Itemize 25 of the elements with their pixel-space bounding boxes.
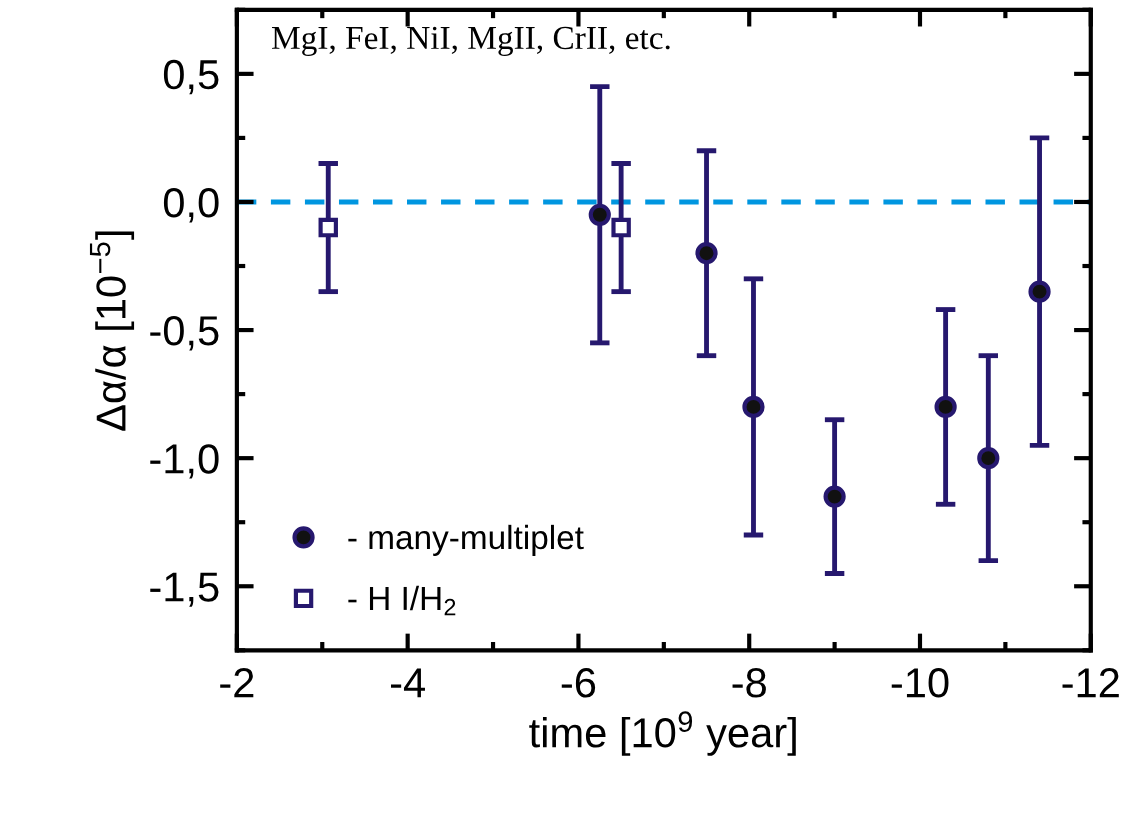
point bbox=[742, 395, 765, 419]
legend-label: - many-multiplet bbox=[348, 524, 584, 556]
point bbox=[318, 217, 338, 238]
x-tick-label: -6 bbox=[561, 668, 596, 698]
x-tick-label: -4 bbox=[390, 668, 425, 698]
point bbox=[695, 242, 718, 265]
x-tick-label: -2 bbox=[220, 668, 254, 698]
x-tick-label: -12 bbox=[1062, 668, 1119, 698]
y-axis-title: Δα/α [10$^{−5}$] bbox=[89, 231, 135, 431]
point bbox=[611, 217, 631, 238]
x-tick-label: -10 bbox=[891, 668, 949, 698]
point bbox=[934, 395, 957, 419]
y-tick-label: -0,5 bbox=[150, 316, 219, 351]
point bbox=[977, 447, 1000, 470]
x-tick-label: -8 bbox=[732, 668, 766, 698]
legend-label: - H I/H$_{2}$ bbox=[348, 585, 456, 616]
point bbox=[823, 485, 846, 508]
y-tick-label: -1,0 bbox=[150, 444, 219, 479]
annotation: MgI, FeI, NiI, MgII, CrII, etc. bbox=[271, 26, 670, 57]
y-tick-label: 0,5 bbox=[163, 59, 219, 95]
y-tick-label: 0,0 bbox=[163, 187, 219, 223]
y-tick-label: -1,5 bbox=[150, 572, 219, 607]
point bbox=[588, 203, 611, 226]
x-axis-title: time [10$^{9}$ year] bbox=[529, 711, 796, 756]
point bbox=[1028, 280, 1051, 303]
